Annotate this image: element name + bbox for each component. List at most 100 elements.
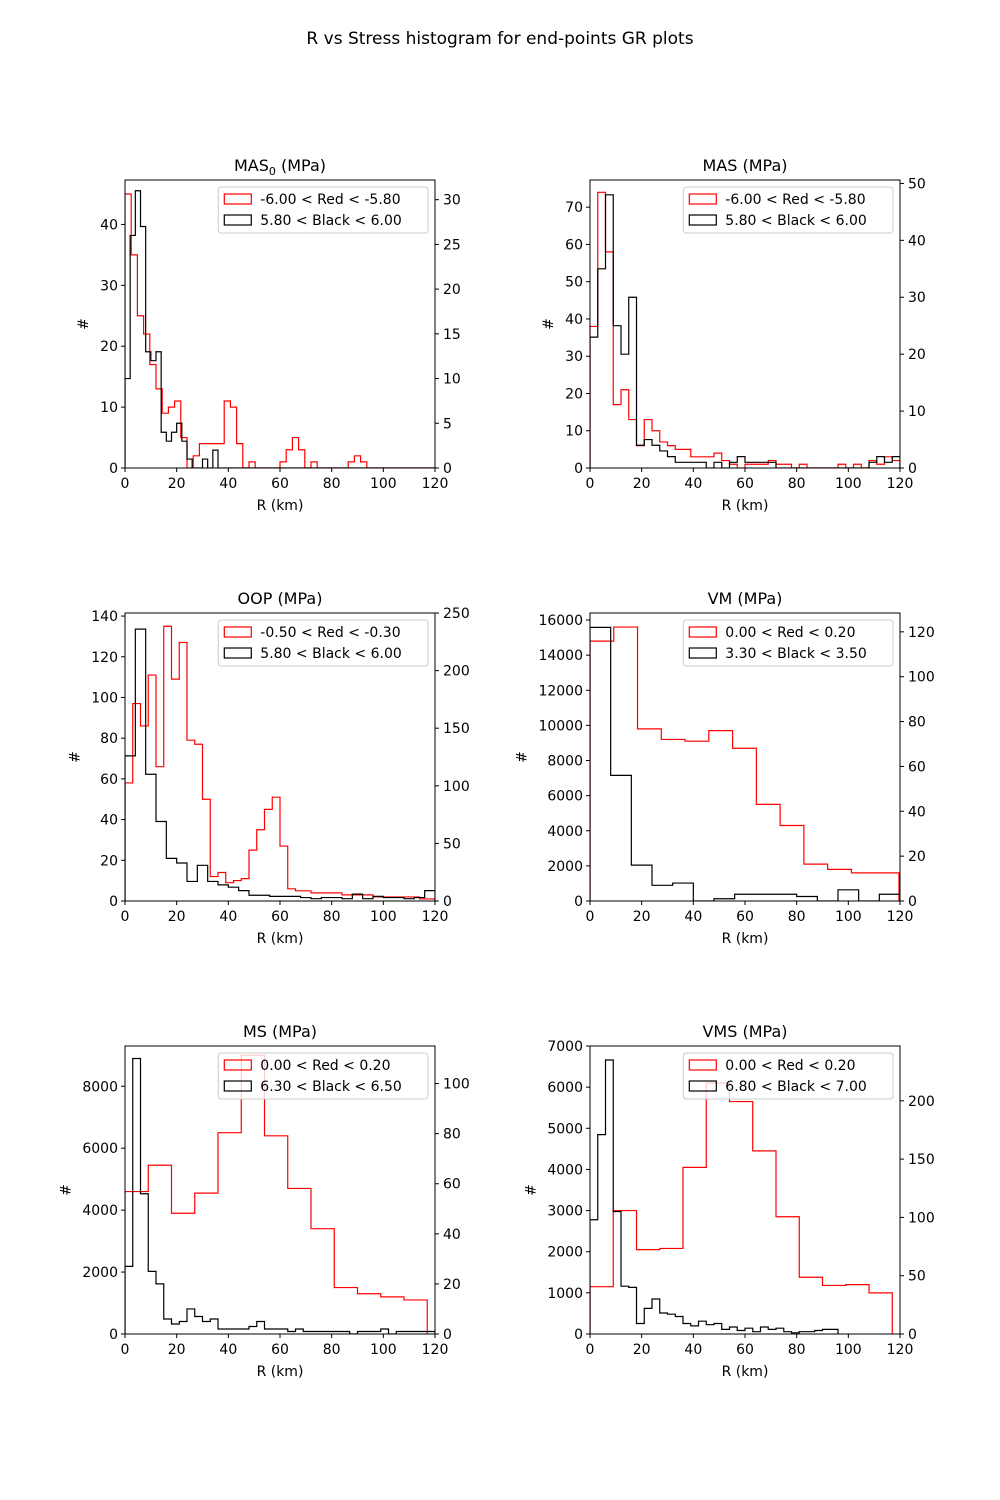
x-tick-label: 80 — [323, 909, 341, 925]
left-tick-label: 0 — [574, 894, 583, 910]
red-series-line — [590, 626, 900, 901]
legend-label: 5.80 < Black < 6.00 — [260, 646, 401, 662]
right-tick-label: 25 — [443, 237, 461, 253]
right-tick-label: 100 — [443, 779, 470, 795]
left-tick-label: 10000 — [538, 718, 583, 734]
x-tick-label: 120 — [422, 476, 449, 492]
legend-red-swatch — [223, 626, 252, 638]
x-tick-label: 20 — [168, 1342, 186, 1358]
left-tick-label: 60 — [565, 237, 583, 253]
right-tick-label: 80 — [908, 715, 926, 731]
black-series-line — [590, 194, 900, 468]
y-axis-label: # — [58, 1184, 74, 1196]
panel-title: VMS (MPa) — [702, 1022, 787, 1041]
left-tick-label: 80 — [100, 731, 118, 747]
left-tick-label: 14000 — [538, 648, 583, 664]
left-tick-label: 0 — [574, 461, 583, 477]
x-tick-label: 60 — [736, 909, 754, 925]
right-tick-label: 100 — [908, 1210, 935, 1226]
x-tick-label: 0 — [586, 1342, 595, 1358]
x-tick-label: 100 — [370, 1342, 397, 1358]
right-tick-label: 100 — [908, 670, 935, 686]
right-tick-label: 5 — [443, 416, 452, 432]
left-tick-label: 7000 — [547, 1039, 583, 1055]
right-tick-label: 200 — [443, 664, 470, 680]
legend-red-swatch — [688, 1059, 717, 1071]
series-group — [590, 1059, 893, 1334]
black-series-line — [590, 1059, 839, 1334]
panel-title-main: VMS (MPa) — [702, 1022, 787, 1041]
x-tick-label: 20 — [633, 909, 651, 925]
x-tick-label: 40 — [684, 909, 702, 925]
right-tick-label: 40 — [908, 804, 926, 820]
left-tick-label: 6000 — [82, 1141, 118, 1157]
left-tick-label: 0 — [109, 894, 118, 910]
panel-title-main: OOP (MPa) — [238, 589, 323, 608]
panel-title-suffix: (MPa) — [276, 156, 326, 175]
left-tick-label: 20 — [100, 853, 118, 869]
right-tick-label: 30 — [443, 193, 461, 209]
legend-red-swatch — [223, 193, 252, 205]
x-tick-label: 0 — [121, 909, 130, 925]
right-tick-label: 0 — [908, 1327, 917, 1343]
left-tick-label: 40 — [100, 217, 118, 233]
left-tick-label: 20 — [565, 386, 583, 402]
x-tick-label: 80 — [323, 1342, 341, 1358]
legend-box — [217, 1052, 429, 1100]
x-tick-label: 120 — [887, 1342, 914, 1358]
x-tick-label: 100 — [835, 1342, 862, 1358]
legend-label: 0.00 < Red < 0.20 — [725, 625, 855, 641]
right-tick-label: 0 — [443, 461, 452, 477]
left-tick-label: 10 — [565, 424, 583, 440]
legend-label: 0.00 < Red < 0.20 — [260, 1058, 390, 1074]
red-series-line — [125, 625, 435, 901]
x-tick-label: 20 — [168, 909, 186, 925]
right-tick-label: 30 — [908, 290, 926, 306]
black-series-line — [125, 190, 435, 468]
left-tick-label: 0 — [574, 1327, 583, 1343]
left-tick-label: 8000 — [82, 1079, 118, 1095]
y-axis-label: # — [67, 751, 83, 763]
x-tick-label: 60 — [736, 1342, 754, 1358]
x-tick-label: 120 — [422, 1342, 449, 1358]
left-tick-label: 30 — [100, 278, 118, 294]
right-tick-label: 50 — [443, 836, 461, 852]
panel-title: MAS (MPa) — [702, 156, 787, 175]
legend-box — [682, 1052, 894, 1100]
right-tick-label: 60 — [908, 759, 926, 775]
series-group — [590, 626, 900, 901]
left-tick-label: 2000 — [547, 859, 583, 875]
right-tick-label: 20 — [908, 347, 926, 363]
x-tick-label: 0 — [586, 909, 595, 925]
red-series-line — [125, 1054, 428, 1334]
x-tick-label: 80 — [788, 1342, 806, 1358]
left-tick-label: 16000 — [538, 613, 583, 629]
right-tick-label: 0 — [908, 894, 917, 910]
x-axis-label: R (km) — [722, 931, 769, 947]
legend-label: 5.80 < Black < 6.00 — [725, 213, 866, 229]
right-tick-label: 15 — [443, 327, 461, 343]
panel-title: MAS0 (MPa) — [234, 156, 326, 178]
legend-black-swatch — [223, 647, 252, 659]
right-tick-label: 150 — [443, 721, 470, 737]
x-tick-label: 100 — [370, 909, 397, 925]
x-tick-label: 120 — [422, 909, 449, 925]
legend-box — [217, 619, 429, 667]
series-group — [125, 1054, 435, 1334]
legend-label: 6.80 < Black < 7.00 — [725, 1079, 866, 1095]
right-tick-label: 40 — [443, 1227, 461, 1243]
legend-black-swatch — [223, 214, 252, 226]
right-tick-label: 80 — [443, 1127, 461, 1143]
x-tick-label: 80 — [788, 476, 806, 492]
panel-title-subscript: 0 — [269, 165, 276, 178]
left-tick-label: 100 — [91, 690, 118, 706]
x-tick-label: 20 — [633, 476, 651, 492]
legend-red-swatch — [223, 1059, 252, 1071]
y-axis-label: # — [76, 318, 92, 330]
left-tick-label: 120 — [91, 650, 118, 666]
left-tick-label: 4000 — [547, 1162, 583, 1178]
left-tick-label: 5000 — [547, 1121, 583, 1137]
right-tick-label: 0 — [443, 894, 452, 910]
left-tick-label: 140 — [91, 609, 118, 625]
